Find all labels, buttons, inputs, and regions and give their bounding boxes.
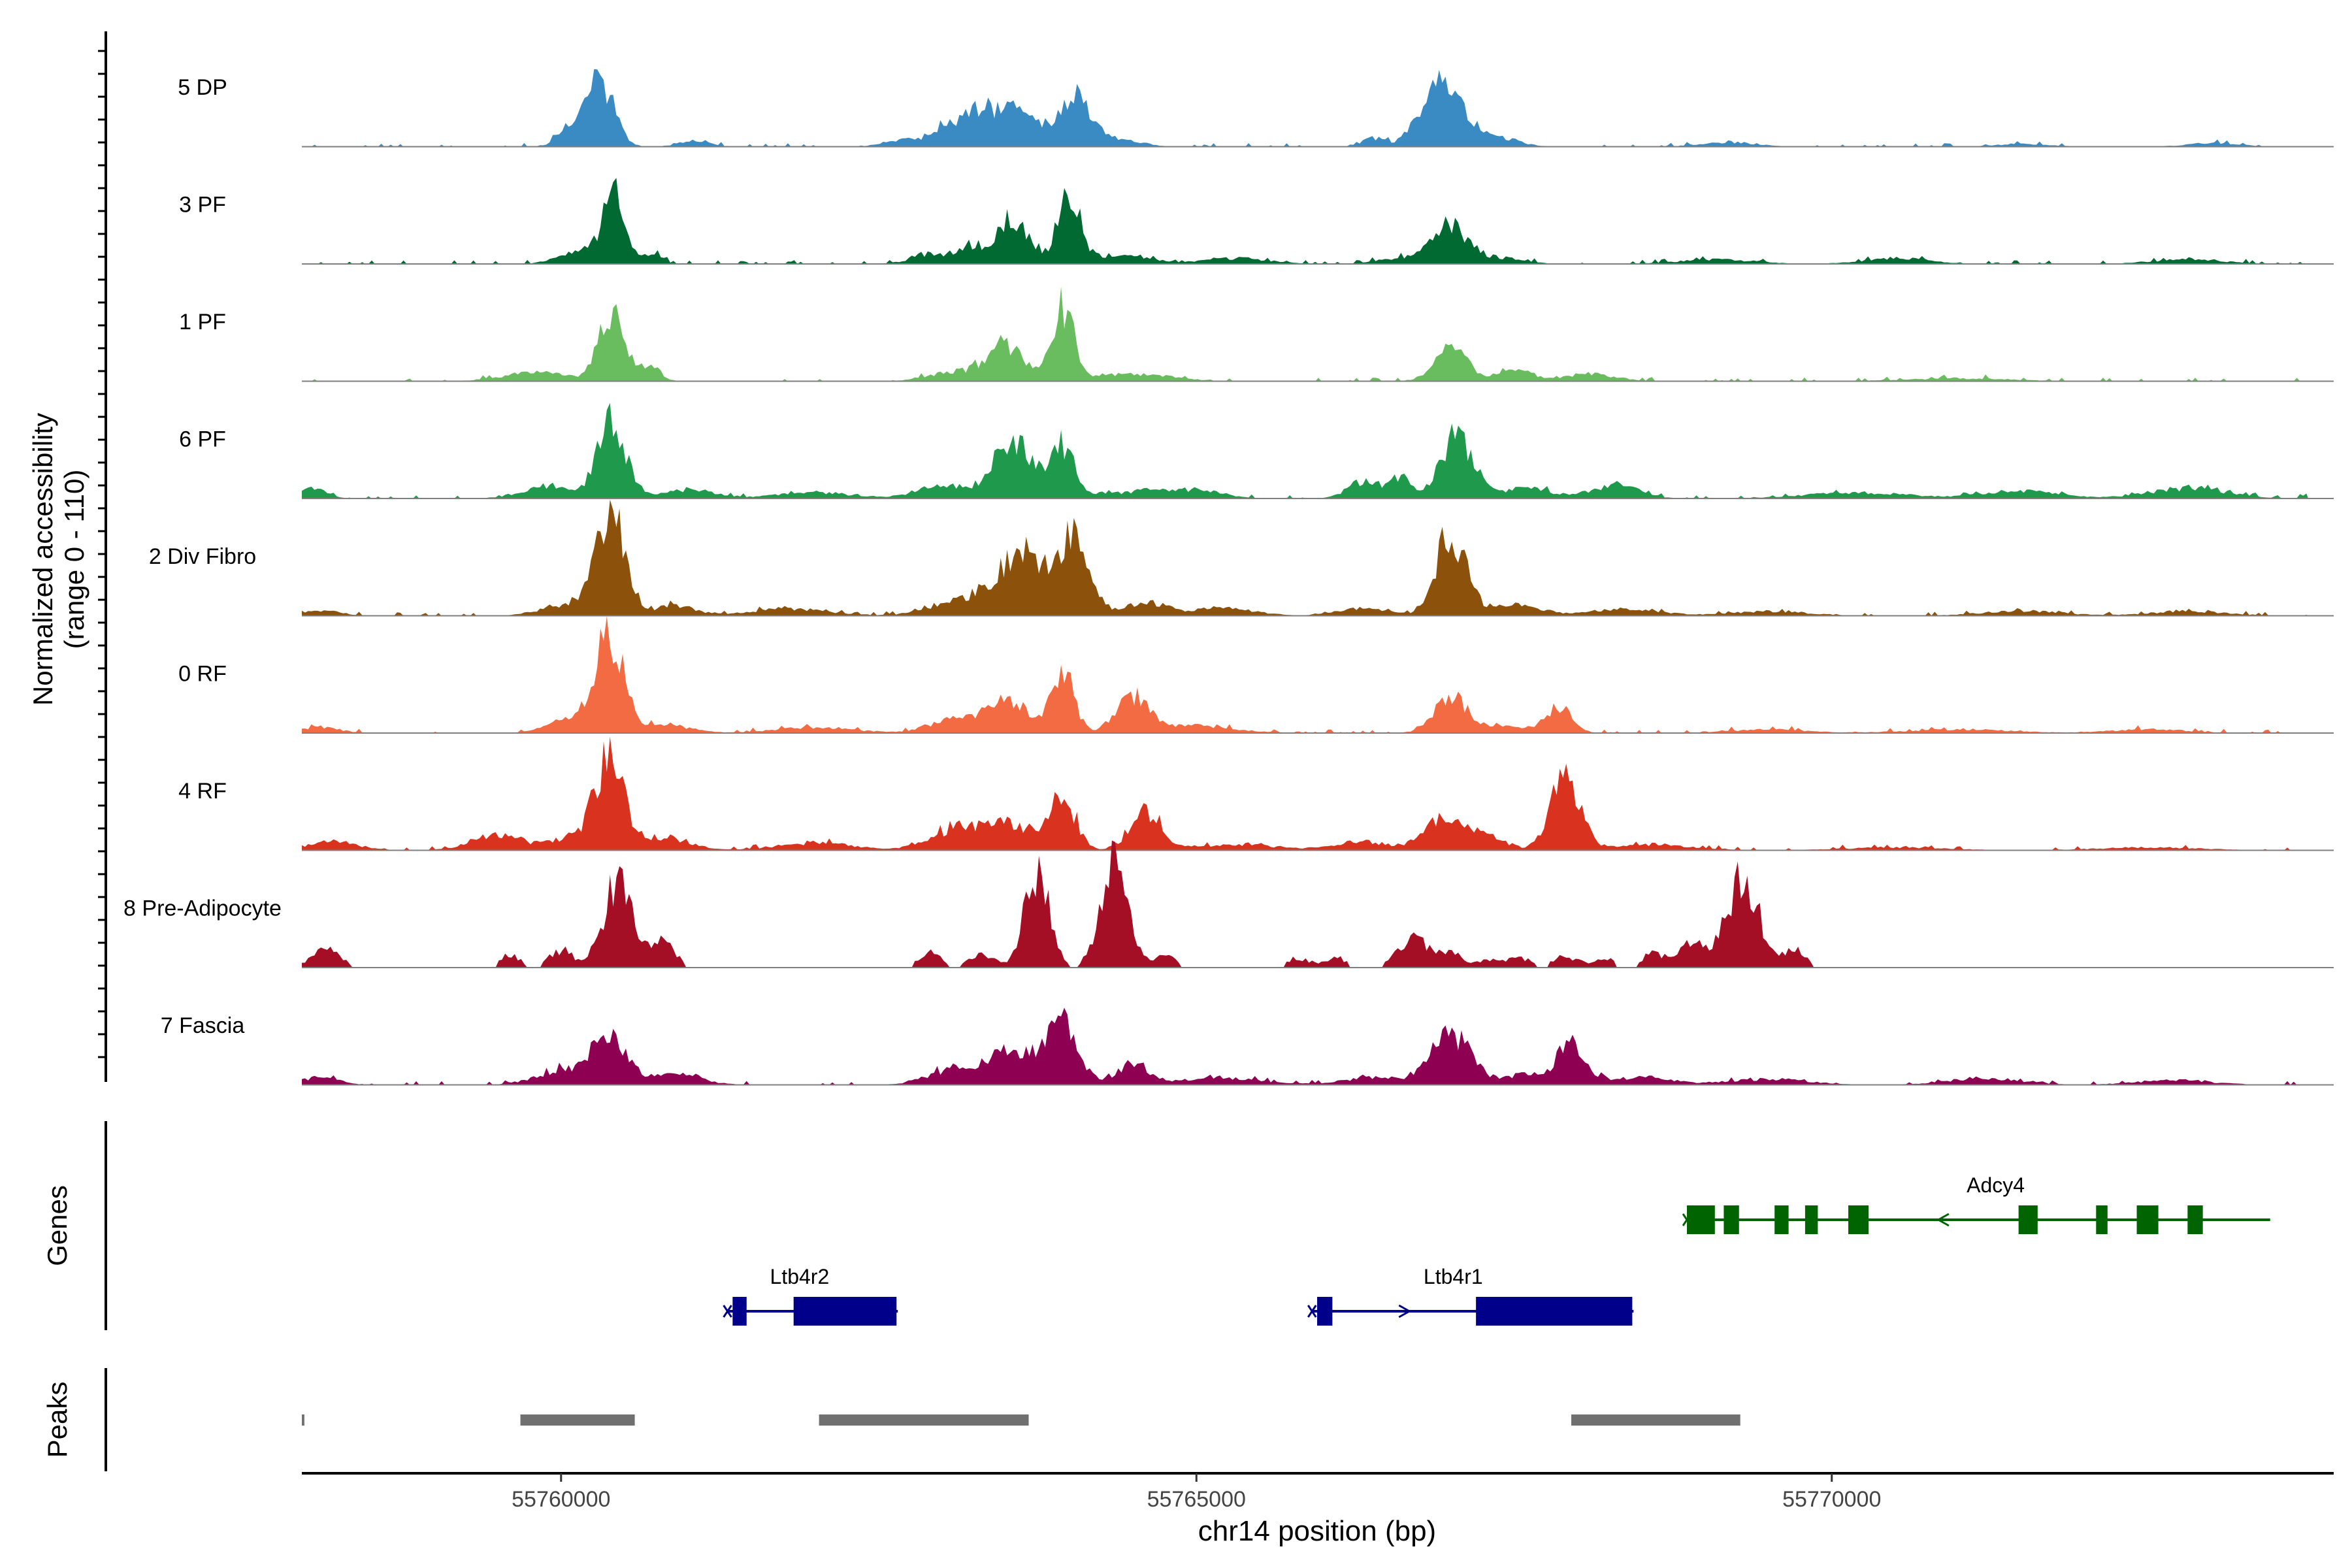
peak-regions — [302, 1414, 1740, 1426]
strand-arrow-icon — [1398, 1304, 1412, 1318]
coverage-area-6 — [302, 736, 2309, 851]
gene-exon — [1848, 1205, 1869, 1234]
gene-exon — [1476, 1297, 1633, 1326]
coverage-area-3 — [302, 402, 2309, 498]
track-labels: 5 DP 3 PF 1 PF 6 PF 2 Div Fibro 0 RF 4 RF 8 Pre… — [123, 75, 282, 1038]
gene-annotations: Ltb4r2 Ltb4r1 Adcy4 — [723, 1173, 2270, 1326]
coverage-area-4 — [302, 499, 2309, 616]
y-axis-title: Normalized accessibility — [27, 413, 58, 706]
gene-exon — [1687, 1205, 1715, 1234]
genes-panel-label: Genes — [42, 1185, 73, 1266]
track-label: 4 RF — [178, 779, 227, 804]
gene-label: Ltb4r1 — [1424, 1265, 1483, 1288]
gene-label: Adcy4 — [1967, 1173, 2025, 1197]
gene-exon — [1774, 1205, 1789, 1234]
gene-exon — [732, 1297, 747, 1326]
track-label: 3 PF — [179, 193, 226, 218]
gene-exon — [2096, 1205, 2108, 1234]
coverage-tracks — [302, 69, 2334, 1086]
x-tick-label: 55765000 — [1147, 1487, 1246, 1512]
peak-region — [1571, 1414, 1740, 1426]
track-label: 6 PF — [179, 427, 226, 452]
x-tick-label: 55760000 — [512, 1487, 610, 1512]
gene-exon — [1317, 1297, 1333, 1326]
gene-label: Ltb4r2 — [770, 1265, 830, 1288]
track-label: 5 DP — [178, 75, 227, 100]
peak-region — [819, 1414, 1029, 1426]
coverage-area-5 — [302, 616, 2309, 733]
gene-end-mark-icon — [723, 1305, 732, 1318]
x-axis-ticks: 55760000 55765000 55770000 — [512, 1473, 1881, 1512]
track-label: 8 Pre-Adipocyte — [123, 896, 282, 921]
coverage-area-7 — [302, 840, 2309, 968]
coverage-area-2 — [302, 286, 2309, 382]
track-label: 2 Div Fibro — [149, 544, 256, 569]
gene-end-mark-icon — [1307, 1305, 1317, 1318]
peak-region — [520, 1414, 635, 1426]
gene-end-mark-icon — [1682, 1213, 1692, 1226]
peak-region — [302, 1414, 304, 1426]
gene-exon — [2136, 1205, 2159, 1234]
coverage-area-0 — [302, 69, 2309, 147]
gene-exon — [2187, 1205, 2203, 1234]
track-label: 0 RF — [178, 662, 227, 687]
track-label: 7 Fascia — [161, 1013, 245, 1038]
gene-exon — [1723, 1205, 1739, 1234]
strand-arrow-icon — [1936, 1213, 1950, 1227]
y-axis-range: (range 0 - 110) — [59, 470, 90, 649]
gene-exon — [1805, 1205, 1818, 1234]
coverage-area-1 — [302, 178, 2309, 264]
coverage-area-8 — [302, 1007, 2309, 1085]
track-label: 1 PF — [179, 310, 226, 335]
gene-exon — [2018, 1205, 2038, 1234]
peaks-panel-label: Peaks — [42, 1382, 73, 1458]
x-tick-label: 55770000 — [1782, 1487, 1881, 1512]
y-axis-ticks — [98, 50, 106, 1058]
x-axis-title: chr14 position (bp) — [1198, 1515, 1436, 1547]
gene-exon — [793, 1297, 897, 1326]
